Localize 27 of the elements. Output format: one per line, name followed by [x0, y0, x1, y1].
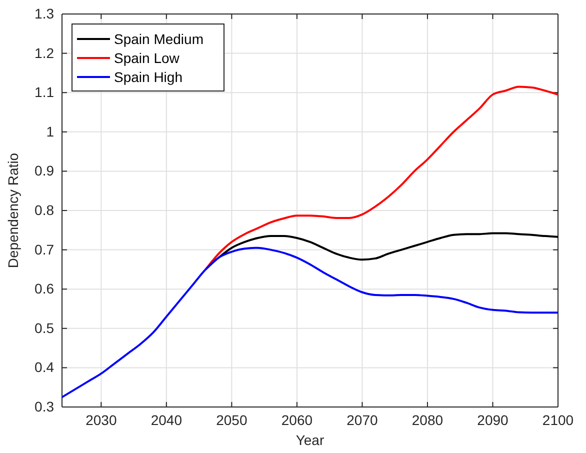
legend-label: Spain High: [114, 69, 182, 85]
y-tick-label: 1.1: [34, 84, 54, 100]
y-tick-label: 0.4: [34, 359, 54, 376]
x-tick-label: 2050: [216, 412, 248, 428]
x-tick-label: 2100: [542, 412, 574, 428]
y-tick-label: 0.3: [34, 398, 54, 414]
y-tick-label: 1.2: [34, 44, 54, 61]
x-axis-title: Year: [296, 432, 324, 448]
legend-label: Spain Medium: [114, 31, 204, 47]
x-tick-label: 2090: [477, 412, 509, 428]
x-tick-label: 2040: [150, 412, 182, 428]
line-series: [204, 232, 559, 270]
y-axis-title: Dependency Ratio: [5, 152, 21, 268]
x-tick-label: 2080: [412, 412, 444, 428]
y-tick-label: 0.6: [34, 280, 54, 297]
y-tick-label: 0.5: [34, 320, 54, 336]
y-tick-label: 0.7: [34, 241, 54, 258]
legend-label: Spain Low: [114, 50, 180, 66]
x-tick-label: 2030: [86, 412, 117, 428]
line-series: [204, 86, 559, 270]
line-series: [61, 246, 559, 398]
y-tick-label: 1.3: [34, 5, 54, 22]
y-tick-label: 0.8: [34, 202, 54, 218]
x-tick-label: 2060: [281, 412, 313, 428]
x-tick-label: 2070: [346, 412, 378, 428]
y-tick-label: 0.9: [34, 162, 54, 179]
y-tick-label: 1: [46, 123, 54, 140]
